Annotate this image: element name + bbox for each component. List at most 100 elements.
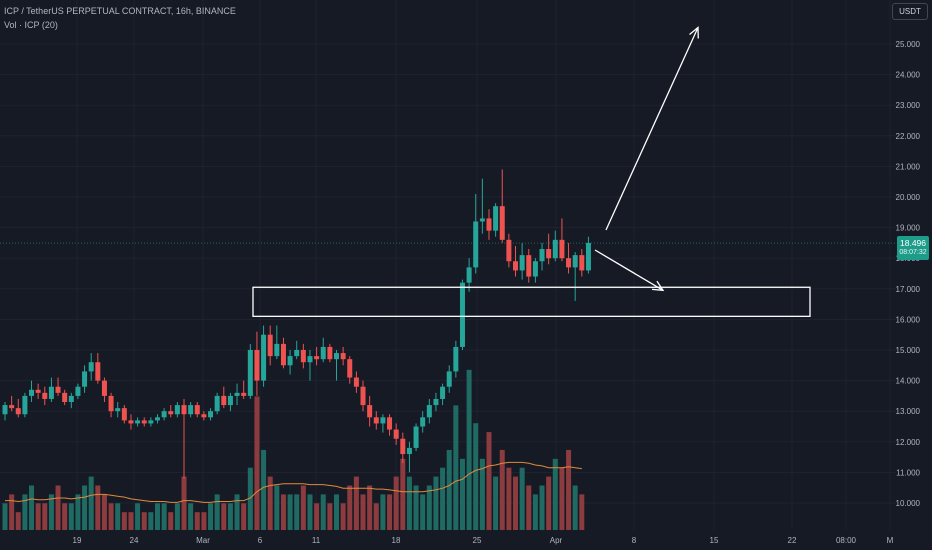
volume-bar <box>115 503 121 530</box>
candle-body <box>121 408 127 421</box>
last-price-badge: 18.496 08:07:32 <box>897 236 929 260</box>
volume-bar <box>208 503 214 530</box>
candle-body <box>42 392 48 399</box>
candle-body <box>406 447 412 455</box>
candle-body <box>440 386 446 399</box>
candle-body <box>22 395 28 415</box>
volume-bar <box>62 503 68 530</box>
candle-body <box>101 380 107 396</box>
volume-bar <box>2 503 8 530</box>
x-axis-tick-label: 6 <box>258 536 263 545</box>
candle-body <box>353 377 359 387</box>
x-axis-tick-label: 19 <box>73 536 82 545</box>
candle-body <box>566 258 572 268</box>
volume-bar <box>128 512 134 530</box>
x-axis-tick-label: 08:00 <box>836 536 857 545</box>
volume-bar <box>546 476 552 530</box>
candle-body <box>493 206 499 231</box>
y-axis-tick-label: 16.000 <box>896 315 921 324</box>
candle-body <box>486 218 492 231</box>
volume-bar <box>459 458 465 530</box>
candle-body <box>174 405 180 415</box>
volume-bar <box>241 503 247 530</box>
x-axis-tick-label: 8 <box>632 536 637 545</box>
y-axis-tick-label: 15.000 <box>896 346 921 355</box>
volume-bar <box>539 485 545 530</box>
volume-bar <box>294 494 300 530</box>
y-axis-tick-label: 21.000 <box>896 162 921 171</box>
x-axis-tick-label: 18 <box>392 536 401 545</box>
volume-bar <box>327 503 333 530</box>
y-axis-tick-label: 22.000 <box>896 132 921 141</box>
volume-bar <box>466 369 472 530</box>
volume-bar <box>9 494 15 530</box>
volume-bar <box>479 458 485 530</box>
candle-body <box>280 343 286 366</box>
volume-ma-line <box>5 461 582 503</box>
candle-body <box>572 255 578 268</box>
volume-bar <box>254 396 260 530</box>
volume-bar <box>320 494 326 530</box>
volume-bar <box>506 467 512 530</box>
candle-body <box>327 346 333 360</box>
candle-body <box>221 395 227 406</box>
y-axis-tick-label: 20.000 <box>896 193 921 202</box>
candle-body <box>579 255 585 271</box>
volume-bar <box>373 503 379 530</box>
candle-body <box>148 420 154 424</box>
candle-body <box>420 417 426 427</box>
currency-button[interactable]: USDT <box>892 3 928 20</box>
volume-bar <box>420 494 426 530</box>
bearish-arrow[interactable] <box>594 249 664 291</box>
volume-bar <box>347 485 353 530</box>
volume-bar <box>121 512 127 530</box>
volume-bar <box>135 503 141 530</box>
volume-bar <box>280 494 286 530</box>
candle-body <box>552 239 558 259</box>
candle-body <box>75 386 81 396</box>
y-axis-tick-label: 10.000 <box>896 499 921 508</box>
last-price-value: 18.496 <box>900 238 926 248</box>
candle-body <box>546 249 552 259</box>
candle-body <box>526 255 532 277</box>
candle-body <box>393 429 399 439</box>
bullish-arrow[interactable] <box>605 27 699 231</box>
candle-body <box>320 346 326 360</box>
volume-bar <box>88 476 94 530</box>
support-zone-rect[interactable] <box>252 286 811 317</box>
candle-body <box>208 411 214 418</box>
y-axis-tick-label: 11.000 <box>896 468 920 477</box>
volume-bar <box>161 503 167 530</box>
volume-bar <box>148 512 154 530</box>
volume-bar <box>221 503 227 530</box>
volume-bar <box>22 494 28 530</box>
volume-bar <box>532 494 538 530</box>
candle-body <box>532 261 538 277</box>
bearish-arrow-head <box>651 280 665 292</box>
volume-bar <box>380 494 386 530</box>
candle-body <box>360 386 366 406</box>
volume-bar <box>261 449 267 530</box>
volume-bar <box>353 476 359 530</box>
y-axis-tick-label: 17.000 <box>896 285 921 294</box>
candle-body <box>168 411 174 415</box>
volume-bar <box>486 432 492 530</box>
candle-body <box>287 356 293 366</box>
candle-body <box>194 405 200 415</box>
volume-bar <box>194 512 200 530</box>
y-axis-tick-label: 25.000 <box>896 40 921 49</box>
volume-bar <box>579 494 585 530</box>
candle-body <box>479 218 485 222</box>
volume-bar <box>499 449 505 530</box>
x-axis-tick-label: 15 <box>710 536 719 545</box>
volume-bar <box>29 485 35 530</box>
candle-body <box>161 411 167 418</box>
candle-body <box>35 389 41 393</box>
y-axis-tick-label: 24.000 <box>896 71 921 80</box>
candle-body <box>108 395 114 412</box>
candle-body <box>387 417 393 430</box>
volume-bar <box>426 485 432 530</box>
volume-bar <box>307 494 313 530</box>
x-axis-tick-label: 11 <box>312 536 321 545</box>
